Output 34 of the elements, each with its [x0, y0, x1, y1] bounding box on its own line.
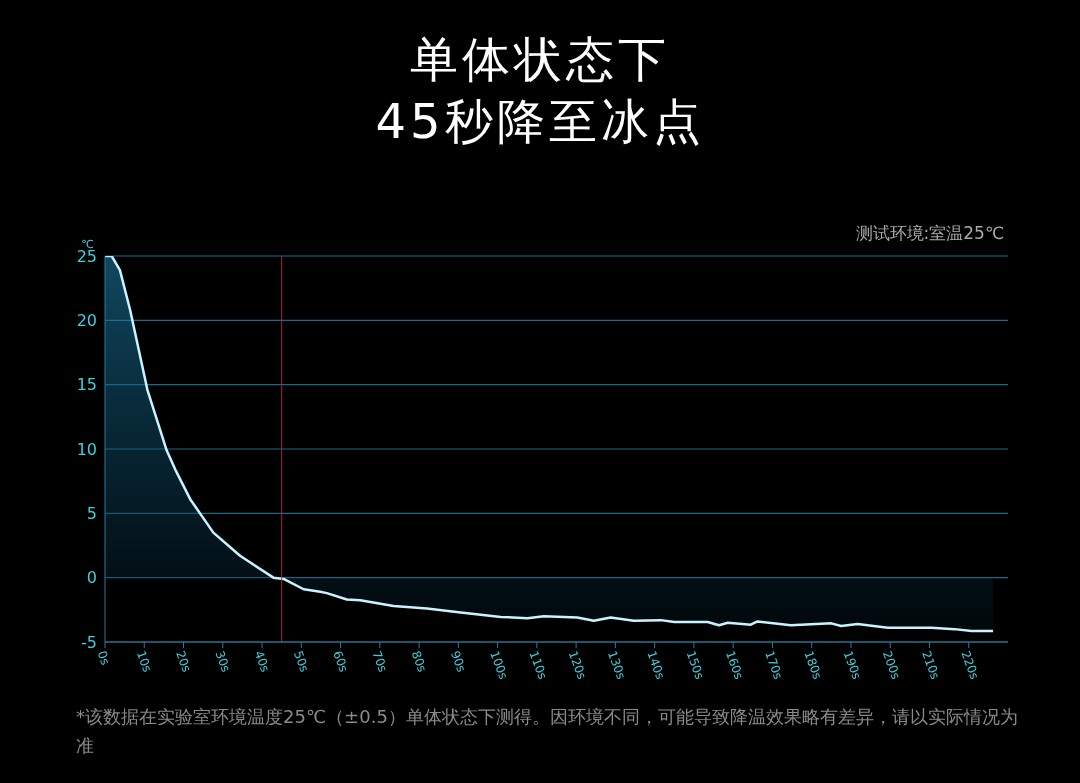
x-tick-label: 190s	[840, 648, 864, 682]
x-tick-label: 50s	[290, 648, 312, 674]
x-tick-label: 140s	[644, 648, 668, 682]
y-axis-title: ℃	[81, 238, 94, 251]
chart-subtitle: 45秒降至冰点	[374, 92, 706, 151]
x-tick-label: 200s	[879, 648, 904, 682]
x-tick-label: 60s	[330, 648, 351, 674]
x-tick-label: 160s	[722, 648, 746, 682]
x-tick-label: 180s	[801, 648, 825, 682]
y-tick-label: 5	[86, 504, 97, 524]
x-tick-label: 10s	[133, 648, 155, 674]
y-tick-label: 15	[76, 375, 97, 395]
x-tick-label: 30s	[212, 648, 233, 674]
x-tick-label: 80s	[408, 648, 430, 674]
text: 测试环境:室温25℃	[855, 222, 1004, 245]
x-tick-label: 20s	[173, 648, 194, 674]
y-tick-label: -5	[81, 632, 97, 652]
x-tick-label: 220s	[958, 648, 982, 682]
x-tick-label: 0s	[94, 648, 113, 667]
x-tick-label: 40s	[251, 648, 273, 674]
x-tick-label: 150s	[683, 648, 707, 682]
x-tick-label: 90s	[448, 648, 469, 674]
x-tick-label: 170s	[762, 648, 786, 682]
x-tick-label: 110s	[526, 648, 550, 682]
x-tick-label: 100s	[487, 648, 511, 682]
y-tick-label: 10	[76, 439, 97, 459]
x-tick-label: 210s	[919, 648, 943, 682]
x-tick-label: 70s	[369, 648, 391, 674]
text: *该数据在实验室环境温度25℃（±0.5）单体状态下测得。因环境不同，可能导致降温效果略有差异，请以实际情况为准	[76, 705, 1019, 758]
chart-title: 单体状态下	[409, 30, 671, 89]
x-tick-label: 130s	[605, 648, 629, 682]
y-tick-label: 20	[76, 311, 97, 331]
x-tick-label: 120s	[565, 648, 589, 682]
y-tick-label: 0	[86, 568, 97, 588]
